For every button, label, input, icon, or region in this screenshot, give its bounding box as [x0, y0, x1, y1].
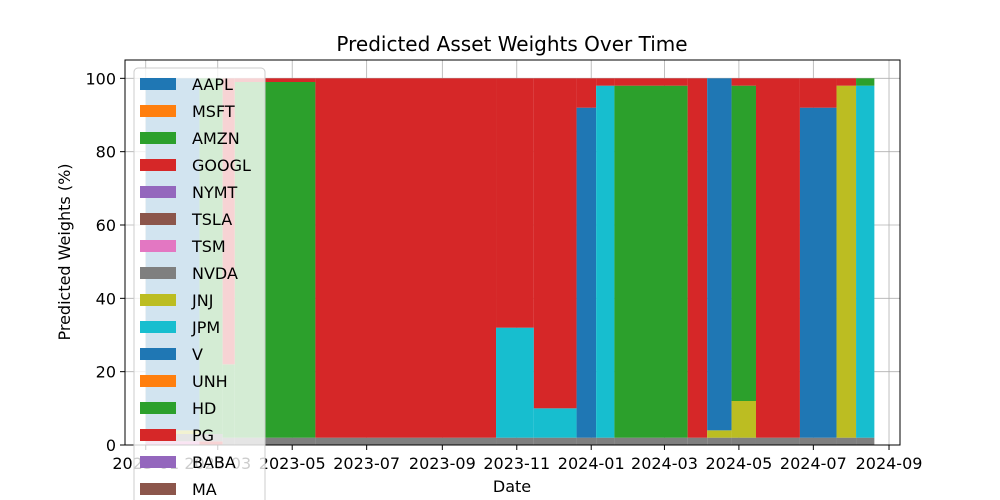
area-segment-nvda [614, 437, 688, 445]
area-segment-nvda [687, 437, 708, 445]
area-segment-jpm [856, 85, 875, 438]
x-tick-label: 2023-05 [259, 454, 326, 473]
legend-swatch [140, 267, 176, 279]
legend-swatch [140, 429, 176, 441]
area-segment-pg [799, 78, 837, 108]
x-tick-label: 2023-09 [409, 454, 476, 473]
area-segment-pg [576, 78, 597, 108]
legend-swatch [140, 402, 176, 414]
area-segment-nvda [576, 437, 597, 445]
area-segment-nvda [731, 437, 756, 445]
area-segment-pg [836, 78, 857, 86]
area-segment-jnj [707, 430, 732, 438]
y-tick-label: 40 [96, 289, 116, 308]
legend-label: MSFT [192, 102, 235, 121]
y-tick-label: 100 [85, 69, 116, 88]
area-segment-nvda [496, 437, 534, 445]
legend-swatch [140, 348, 176, 360]
legend-swatch [140, 321, 176, 333]
y-axis-ticks: 0 20 40 60 80 100 [85, 69, 125, 455]
area-segment-pg [596, 78, 615, 86]
legend-swatch [140, 159, 176, 171]
area-segment-pg [614, 78, 688, 86]
area-segment-pg [731, 78, 756, 86]
area-segment-nvda [315, 437, 497, 445]
legend-label: V [192, 345, 203, 364]
legend-swatch [140, 294, 176, 306]
legend-swatch [140, 213, 176, 225]
legend-box [133, 67, 266, 500]
area-segment-nvda [856, 437, 875, 445]
legend-swatch [140, 105, 176, 117]
legend-label: AAPL [192, 75, 233, 94]
legend-swatch [140, 132, 176, 144]
area-segment-jpm [496, 327, 534, 438]
area-segment-pg [234, 78, 316, 82]
area-segment-jnj [836, 85, 857, 438]
y-tick-label: 60 [96, 216, 116, 235]
area-segment-hd [614, 85, 688, 438]
legend-label: BABA [192, 453, 236, 472]
chart-title: Predicted Asset Weights Over Time [336, 32, 687, 56]
area-segment-nvda [234, 437, 316, 445]
x-tick-label: 2024-03 [631, 454, 698, 473]
x-tick-label: 2023-07 [333, 454, 400, 473]
area-segment-pg [496, 78, 534, 328]
area-segment-nvda [799, 437, 837, 445]
legend-label: TSLA [191, 210, 232, 229]
y-tick-label: 20 [96, 363, 116, 382]
legend-label: NVDA [192, 264, 238, 283]
y-axis-label: Predicted Weights (%) [55, 163, 74, 340]
legend-swatch [140, 456, 176, 468]
x-tick-label: 2023-11 [483, 454, 550, 473]
area-segment-pg [533, 78, 577, 409]
area-segment-hd [731, 85, 756, 402]
legend: AAPL MSFT AMZN GOOGL NYMT TSLA TSM NVDA JNJ JPM VU… [133, 67, 266, 500]
area-segment-jnj [731, 401, 756, 438]
legend-label: MA [192, 480, 217, 499]
x-axis-label: Date [493, 477, 531, 496]
legend-label: UNH [192, 372, 228, 391]
area-segment-pg [687, 78, 708, 438]
area-segment-nvda [755, 437, 800, 445]
area-segment-v [707, 78, 732, 431]
area-segment-nvda [533, 437, 577, 445]
area-segment-nvda [836, 437, 857, 445]
legend-swatch [140, 375, 176, 387]
legend-label: GOOGL [192, 156, 251, 175]
area-segment-v [576, 107, 597, 438]
plot-frame [124, 59, 901, 446]
legend-swatch [140, 186, 176, 198]
legend-swatch [140, 240, 176, 252]
area-segment-pg [315, 78, 497, 438]
x-tick-label: 2024-01 [558, 454, 625, 473]
y-tick-label: 80 [96, 143, 116, 162]
area-segment-v [799, 107, 837, 438]
legend-swatch [140, 78, 176, 90]
legend-label: JPM [191, 318, 220, 337]
area-segment-pg [755, 78, 800, 438]
x-tick-label: 2024-05 [705, 454, 772, 473]
x-tick-label: 2024-07 [780, 454, 847, 473]
area-segment-jpm [596, 85, 615, 438]
legend-label: NYMT [192, 183, 238, 202]
area-segment-nvda [707, 437, 732, 445]
x-tick-label: 2024-09 [856, 454, 923, 473]
legend-label: AMZN [192, 129, 240, 148]
legend-label: TSM [191, 237, 226, 256]
legend-label: HD [192, 399, 216, 418]
legend-label: PG [192, 426, 214, 445]
legend-label: JNJ [191, 291, 213, 310]
area-segment-nvda [596, 437, 615, 445]
area-segment-jpm [533, 408, 577, 438]
legend-swatch [140, 483, 176, 495]
y-tick-label: 0 [106, 436, 116, 455]
area-segment-hd [856, 78, 875, 86]
